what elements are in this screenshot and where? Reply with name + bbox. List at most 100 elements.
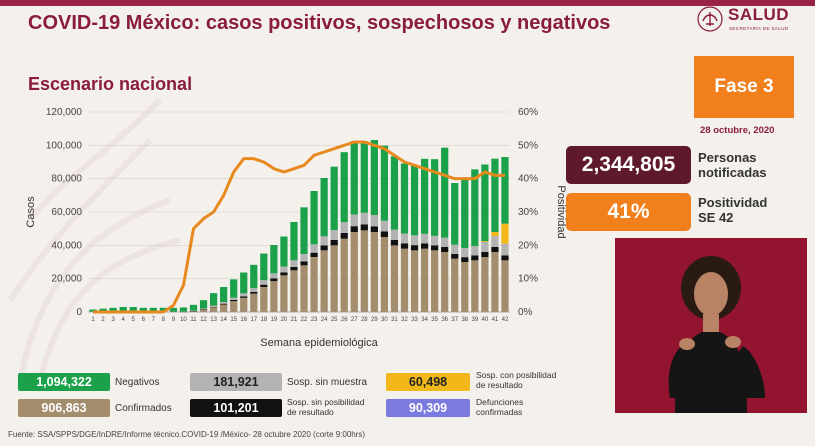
bar-segment xyxy=(230,279,238,298)
bar-segment xyxy=(220,304,228,312)
bar-segment xyxy=(471,169,479,246)
bar-segment xyxy=(250,293,258,312)
bar-segment xyxy=(209,305,218,307)
x-tick-label: 22 xyxy=(301,317,308,323)
bar-segment xyxy=(199,308,208,310)
bar-segment xyxy=(451,183,459,245)
bar-segment xyxy=(360,212,368,225)
x-tick-label: 29 xyxy=(371,317,378,323)
bar-segment xyxy=(481,241,489,242)
bar-segment xyxy=(390,156,399,230)
bar-segment xyxy=(370,232,378,312)
y-tick-label: 60,000 xyxy=(51,207,82,218)
x-tick-label: 6 xyxy=(142,317,146,323)
x-tick-label: 21 xyxy=(291,317,298,323)
bar-segment xyxy=(209,293,218,306)
bar-segment xyxy=(149,307,157,312)
interpreter-figure xyxy=(668,256,765,413)
bar-segment xyxy=(380,220,389,232)
legend-defunciones-label: Defunciones confirmadas xyxy=(476,397,523,417)
salud-logo-subtext: SECRETARÍA DE SALUD xyxy=(729,26,789,31)
bar-segment xyxy=(280,275,288,312)
bar-segment xyxy=(471,260,479,312)
bar-segment xyxy=(189,311,198,312)
bar-segment xyxy=(260,253,268,281)
y2-tick-label: 10% xyxy=(518,274,538,285)
x-tick-label: 9 xyxy=(172,317,176,323)
bar-segment xyxy=(501,255,509,261)
x-tick-label: 24 xyxy=(321,317,328,323)
bar-segment xyxy=(451,253,459,259)
y2-tick-label: 60% xyxy=(518,107,538,118)
y2-axis-title: Positividad xyxy=(555,185,567,238)
bar-segment xyxy=(159,307,167,312)
bar-segment xyxy=(209,306,218,308)
bar-segment xyxy=(410,245,419,251)
bar-segment xyxy=(189,310,198,312)
bar-segment xyxy=(300,265,308,312)
bar-segment xyxy=(270,281,278,312)
x-tick-label: 33 xyxy=(411,317,418,323)
bar-segment xyxy=(400,233,409,244)
bar-segment xyxy=(461,248,469,258)
bar-segment xyxy=(260,284,268,287)
bar-segment xyxy=(340,233,348,239)
y2-tick-label: 20% xyxy=(518,240,538,251)
x-tick-label: 31 xyxy=(391,317,398,323)
x-tick-label: 28 xyxy=(361,317,368,323)
total-notified-label-line2: notificadas xyxy=(698,165,767,180)
bar-segment xyxy=(491,236,499,247)
bar-segment xyxy=(461,178,469,248)
x-tick-label: 3 xyxy=(111,317,115,323)
bar-segment xyxy=(340,152,348,223)
bar-segment xyxy=(501,243,509,256)
bar-segment xyxy=(350,232,358,312)
bar-segment xyxy=(410,235,419,246)
x-tick-label: 34 xyxy=(421,317,428,323)
bar-segment xyxy=(330,230,338,240)
cases-chart: 0 20,000 40,000 60,000 80,000 100,000 120,000 0… xyxy=(25,107,567,349)
x-tick-label: 27 xyxy=(351,317,358,323)
legend-negativos-label: Negativos xyxy=(115,377,160,388)
bar-segment xyxy=(220,287,228,302)
bar-segment xyxy=(209,307,218,312)
bar-segment xyxy=(431,250,439,312)
bar-segment xyxy=(280,272,288,276)
total-notified-label-line1: Personas xyxy=(698,150,757,165)
background-ornament xyxy=(7,97,181,381)
legend-con-posibilidad-line1: Sosp. con posibilidad xyxy=(476,370,557,380)
bar-segment xyxy=(240,293,248,297)
y-tick-label: 120,000 xyxy=(46,107,83,118)
bar-segment xyxy=(109,307,117,312)
bar-segment xyxy=(441,252,449,312)
x-tick-label: 16 xyxy=(240,317,247,323)
y2-tick-label: 50% xyxy=(518,140,538,151)
bar-segment xyxy=(129,307,137,312)
x-tick-label: 23 xyxy=(311,317,318,323)
bar-segment xyxy=(441,247,449,252)
x-tick-label: 19 xyxy=(271,317,278,323)
bar-segment xyxy=(320,250,328,312)
x-tick-label: 17 xyxy=(250,317,257,323)
bar-segment xyxy=(290,222,298,261)
bar-segment xyxy=(310,244,318,253)
y2-tick-label: 30% xyxy=(518,207,538,218)
bar-segment xyxy=(410,165,419,236)
total-notified-label: Personas notificadas xyxy=(698,150,767,180)
bar-segment xyxy=(340,222,348,233)
bar-segment xyxy=(501,223,509,244)
legend-defunciones-line1: Defunciones xyxy=(476,397,524,407)
bar-segment xyxy=(350,214,358,227)
bar-segment xyxy=(400,163,409,234)
bar-segment xyxy=(280,266,288,273)
bar-segment xyxy=(481,252,489,257)
bar-segment xyxy=(300,254,308,262)
x-tick-label: 41 xyxy=(492,317,499,323)
bar-segment xyxy=(320,178,328,237)
top-accent-bar xyxy=(0,0,815,6)
bar-segment xyxy=(270,278,278,282)
bar-segment xyxy=(240,272,248,294)
bar-segment xyxy=(230,301,238,312)
legend-sin-resultado-line1: Sosp. sin posibilidad xyxy=(287,397,365,407)
legend-defunciones-value: 90,309 xyxy=(386,399,470,417)
